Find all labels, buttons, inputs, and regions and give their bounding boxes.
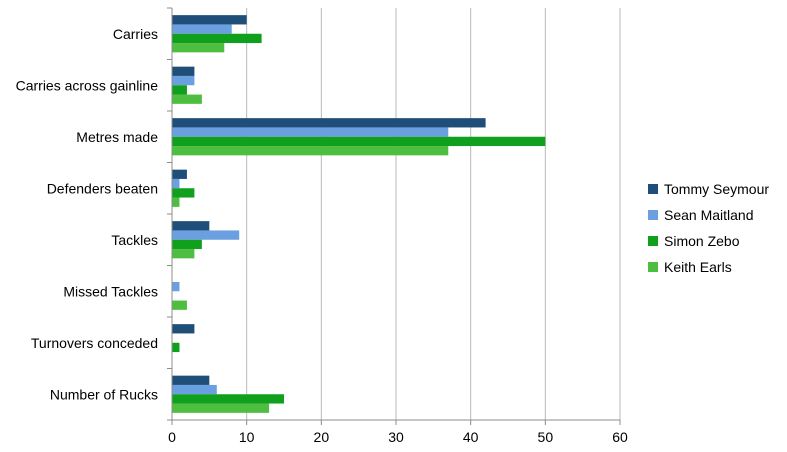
- legend-swatch: [648, 262, 658, 272]
- x-tick-label: 20: [314, 429, 330, 445]
- bar: [172, 75, 195, 86]
- bar: [172, 384, 217, 395]
- x-tick-label: 40: [463, 429, 479, 445]
- x-tick-label: 60: [612, 429, 628, 445]
- legend-label: Tommy Seymour: [664, 181, 770, 197]
- bar: [172, 146, 449, 156]
- category-label: Carries across gainline: [16, 77, 159, 93]
- legend-label: Simon Zebo: [664, 233, 740, 249]
- bar: [172, 66, 195, 76]
- bar: [172, 300, 187, 310]
- bar: [172, 43, 225, 53]
- legend-label: Keith Earls: [664, 259, 732, 275]
- legend-item: Simon Zebo: [648, 228, 769, 254]
- bar: [172, 230, 240, 240]
- bar: [172, 281, 180, 292]
- bar: [172, 188, 195, 198]
- category-label: Missed Tackles: [63, 283, 158, 299]
- x-tick-label: 0: [168, 429, 176, 445]
- bar: [172, 136, 546, 147]
- bar: [172, 15, 247, 25]
- legend-swatch: [648, 184, 658, 194]
- legend-item: Tommy Seymour: [648, 176, 769, 202]
- legend-swatch: [648, 236, 658, 246]
- bar: [172, 221, 210, 231]
- bar: [172, 178, 180, 189]
- bar: [172, 342, 180, 353]
- bar: [172, 118, 486, 128]
- legend: Tommy Seymour Sean Maitland Simon Zebo K…: [648, 176, 769, 280]
- legend-item: Keith Earls: [648, 254, 769, 280]
- x-tick-label: 50: [538, 429, 554, 445]
- x-tick-label: 30: [388, 429, 404, 445]
- legend-label: Sean Maitland: [664, 207, 754, 223]
- bar: [172, 197, 180, 207]
- category-label: Metres made: [76, 129, 158, 145]
- bar: [172, 375, 210, 385]
- category-label: Turnovers conceded: [31, 335, 158, 351]
- x-tick-label: 10: [239, 429, 255, 445]
- bar: [172, 394, 284, 404]
- bar: [172, 33, 262, 44]
- category-label: Defenders beaten: [47, 180, 158, 196]
- bar: [172, 324, 195, 334]
- bar: [172, 249, 195, 259]
- bar: [172, 239, 202, 250]
- bar: [172, 94, 202, 104]
- legend-swatch: [648, 210, 658, 220]
- legend-item: Sean Maitland: [648, 202, 769, 228]
- category-label: Number of Rucks: [50, 386, 158, 402]
- bar: [172, 85, 187, 95]
- bar: [172, 169, 187, 179]
- bar: [172, 403, 270, 413]
- category-label: Tackles: [111, 232, 158, 248]
- bar: [172, 127, 449, 137]
- bar: [172, 24, 232, 34]
- category-label: Carries: [113, 26, 158, 42]
